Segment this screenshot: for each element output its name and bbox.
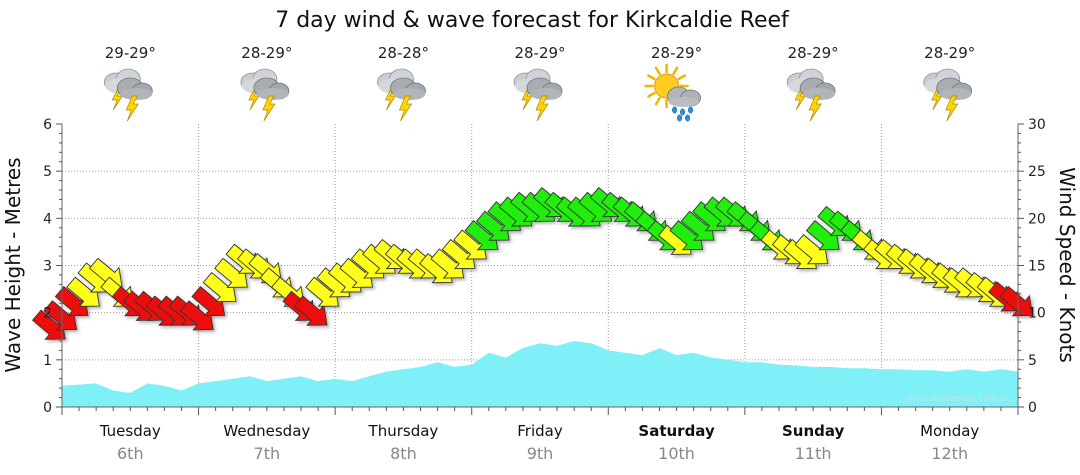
left-axis-title: Wave Height - Metres — [1, 157, 25, 372]
day-temperature-label: 28-29° — [788, 44, 839, 62]
day-name-label: Tuesday — [99, 422, 161, 440]
right-tick-label: 25 — [1028, 164, 1046, 180]
storm-cloud-icon — [513, 68, 563, 122]
day-name-label: Saturday — [638, 422, 715, 440]
day-temperature-label: 28-29° — [514, 44, 565, 62]
sun-rain-cloud-icon — [644, 63, 701, 122]
wave-area-series — [62, 341, 1018, 407]
storm-cloud-icon — [923, 68, 973, 122]
watermark: www.seabreeze.com.au — [905, 394, 1012, 404]
storm-cloud-icon — [786, 68, 836, 122]
storm-cloud-icon — [240, 68, 290, 122]
right-tick-label: 0 — [1028, 400, 1037, 416]
day-date-label: 7th — [254, 444, 281, 463]
wind-arrow — [475, 210, 510, 241]
right-axis-title: Wind Speed - Knots — [1055, 167, 1079, 363]
day-temperature-label: 28-29° — [651, 44, 702, 62]
day-temperature-label: 29-29° — [105, 44, 156, 62]
day-name-label: Friday — [517, 422, 563, 440]
left-tick-label: 5 — [43, 164, 52, 180]
right-tick-label: 10 — [1028, 306, 1046, 322]
day-temperature-label: 28-29° — [241, 44, 292, 62]
day-name-label: Sunday — [782, 422, 845, 440]
day-date-label: 9th — [527, 444, 554, 463]
left-tick-label: 1 — [43, 353, 52, 369]
day-date-label: 12th — [931, 444, 968, 463]
chart-title: 7 day wind & wave forecast for Kirkcaldi… — [275, 8, 790, 33]
day-labels: Tuesday 6th Wednesday 7th Thursday 8th Friday 9… — [99, 422, 980, 463]
right-tick-label: 30 — [1028, 117, 1046, 133]
left-tick-label: 4 — [43, 211, 52, 227]
left-tick-label: 2 — [43, 306, 52, 322]
day-temperature-label: 28-28° — [378, 44, 429, 62]
day-name-label: Wednesday — [223, 422, 310, 440]
axes: 0 1 2 3 4 5 6 0 5 10 15 20 25 30 — [43, 117, 1046, 416]
day-date-label: 8th — [390, 444, 417, 463]
left-tick-label: 0 — [43, 400, 52, 416]
left-tick-label: 6 — [43, 117, 52, 133]
weather-row: 29-29° 28-29° 28-28° 28-29° 28-29° 28-29° 28-2… — [103, 44, 975, 122]
left-tick-label: 3 — [43, 259, 52, 275]
day-name-label: Monday — [920, 422, 979, 440]
wave-height-area — [62, 341, 1018, 407]
wind-arrow — [293, 295, 328, 326]
wind-arrow — [680, 210, 715, 241]
day-temperature-label: 28-29° — [924, 44, 975, 62]
right-tick-label: 5 — [1028, 353, 1037, 369]
storm-cloud-icon — [103, 68, 153, 122]
right-tick-label: 20 — [1028, 211, 1046, 227]
storm-cloud-icon — [377, 68, 426, 122]
day-date-label: 11th — [795, 444, 832, 463]
wind-arrow-series — [31, 187, 1034, 340]
day-date-label: 10th — [658, 444, 695, 463]
day-name-label: Thursday — [368, 422, 439, 440]
wind-arrow — [441, 238, 476, 270]
wind-arrow — [999, 286, 1034, 317]
day-date-label: 6th — [117, 444, 144, 463]
right-tick-label: 15 — [1028, 259, 1046, 275]
